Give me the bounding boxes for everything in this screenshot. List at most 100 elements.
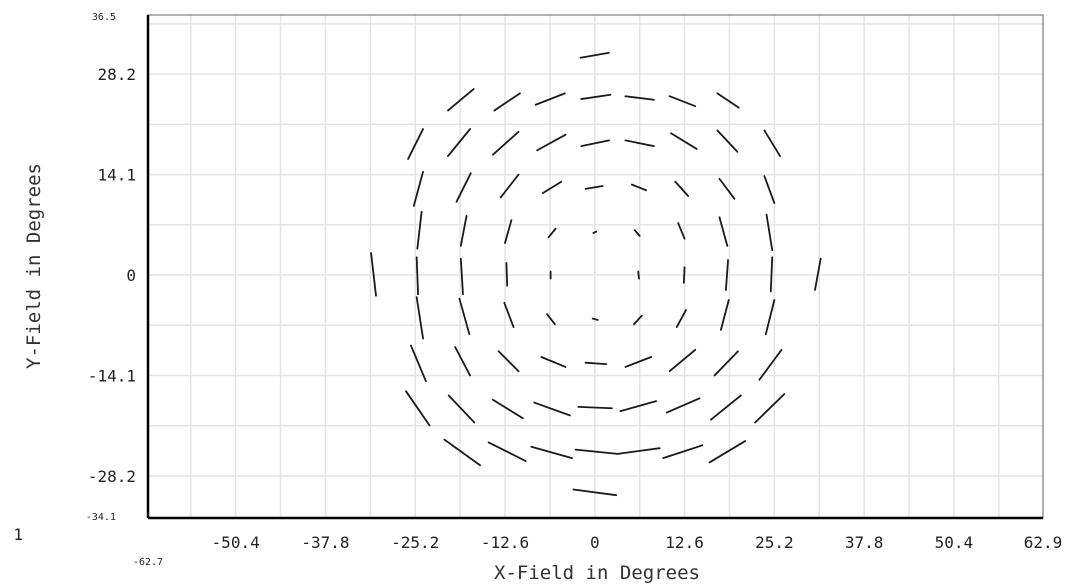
y-max-label: 36.5	[92, 12, 116, 23]
x-cut-label: 1	[13, 525, 23, 544]
x-tick-label: 25.2	[755, 533, 794, 552]
field-segment	[504, 219, 513, 244]
grid	[148, 15, 1043, 518]
field-segment	[677, 222, 686, 240]
field-segment	[592, 230, 598, 234]
y-tick-label: -28.2	[88, 467, 136, 486]
field-segment	[584, 185, 604, 190]
field-segment	[547, 227, 557, 239]
y-axis-title: Y-Field in Degrees	[23, 163, 45, 369]
field-segment	[455, 172, 472, 203]
field-segment	[370, 252, 377, 297]
field-segment	[530, 445, 573, 460]
field-segment	[546, 313, 556, 326]
field-segment	[536, 133, 567, 152]
field-segment	[668, 348, 697, 373]
field-segment	[447, 88, 475, 112]
field-segment	[447, 128, 471, 157]
field-segment	[574, 448, 619, 455]
y-min-label: -34.1	[86, 512, 116, 523]
field-segment	[415, 296, 424, 340]
x-tick-label: -37.8	[301, 533, 349, 552]
segments	[370, 51, 822, 497]
field-segment	[580, 139, 610, 147]
field-segment	[758, 348, 783, 381]
field-segment	[416, 210, 423, 250]
x-tick-label: -50.4	[212, 533, 260, 552]
field-segment	[716, 92, 740, 109]
x-tick-label: 62.9	[1024, 533, 1063, 552]
field-segment	[670, 132, 698, 150]
field-segment	[619, 400, 657, 413]
field-segment	[415, 256, 419, 296]
y-tick-label: 14.1	[97, 166, 136, 185]
field-segment	[459, 257, 464, 296]
field-segment	[407, 128, 424, 160]
field-segment	[765, 213, 774, 252]
x-tick-labels: -50.4 -37.8 -25.2 -12.6 0 12.6 25.2 37.8 50.4 62.…	[212, 533, 1063, 552]
field-segment	[624, 95, 655, 101]
y-tick-label: 0	[126, 266, 136, 285]
field-segment	[577, 405, 613, 410]
field-segment	[458, 297, 471, 336]
field-segment	[754, 393, 786, 424]
y-tick-labels: 28.2 14.1 0 -14.1 -28.2	[88, 65, 136, 486]
field-segment	[675, 309, 687, 328]
field-segment	[505, 262, 509, 287]
x-min-label: -62.7	[133, 557, 163, 568]
field-segment	[668, 95, 697, 108]
x-axis-title: X-Field in Degrees	[494, 562, 700, 584]
field-segment	[665, 397, 701, 414]
field-segment	[499, 173, 520, 199]
field-segment	[443, 438, 481, 467]
field-segment	[572, 488, 618, 497]
field-segment	[713, 350, 739, 377]
field-segment	[579, 51, 610, 59]
field-segment	[454, 346, 471, 377]
field-segment	[624, 139, 655, 147]
field-segment	[682, 266, 686, 284]
x-tick-label: -12.6	[481, 533, 529, 552]
field-segment	[591, 317, 599, 321]
field-segment	[718, 177, 736, 200]
field-segment	[412, 170, 424, 207]
field-segment	[580, 93, 612, 100]
field-segment	[708, 440, 747, 464]
field-segment	[637, 270, 640, 280]
field-segment	[763, 175, 776, 204]
field-segment	[674, 180, 690, 197]
field-segment	[540, 356, 567, 368]
field-segment	[497, 350, 520, 373]
field-segment	[616, 447, 661, 455]
x-tick-label: -25.2	[391, 533, 439, 552]
field-segment	[720, 299, 730, 331]
field-segment	[814, 257, 822, 291]
field-segment	[725, 259, 729, 291]
field-segment	[769, 256, 774, 293]
x-tick-label: 12.6	[665, 533, 704, 552]
field-segment	[533, 401, 571, 417]
field-segment	[491, 398, 524, 420]
field-segment	[405, 390, 431, 427]
x-tick-label: 37.8	[845, 533, 884, 552]
field-segment	[487, 441, 527, 462]
field-segment	[662, 444, 704, 460]
field-segment	[710, 394, 742, 421]
y-tick-label: -14.1	[88, 367, 136, 386]
field-segment	[718, 216, 729, 247]
field-segment	[493, 92, 521, 112]
field-segment	[491, 130, 520, 156]
field-segment	[459, 215, 468, 247]
field-segment	[541, 180, 563, 195]
x-tick-label: 50.4	[935, 533, 974, 552]
field-segment	[633, 229, 641, 237]
field-segment	[584, 361, 608, 366]
field-segment	[447, 394, 476, 424]
field-segment	[764, 299, 776, 336]
field-segment	[624, 356, 652, 368]
field-segment	[534, 92, 566, 106]
field-segment	[410, 344, 427, 383]
field-segment	[716, 129, 739, 153]
field-segment	[630, 183, 647, 192]
